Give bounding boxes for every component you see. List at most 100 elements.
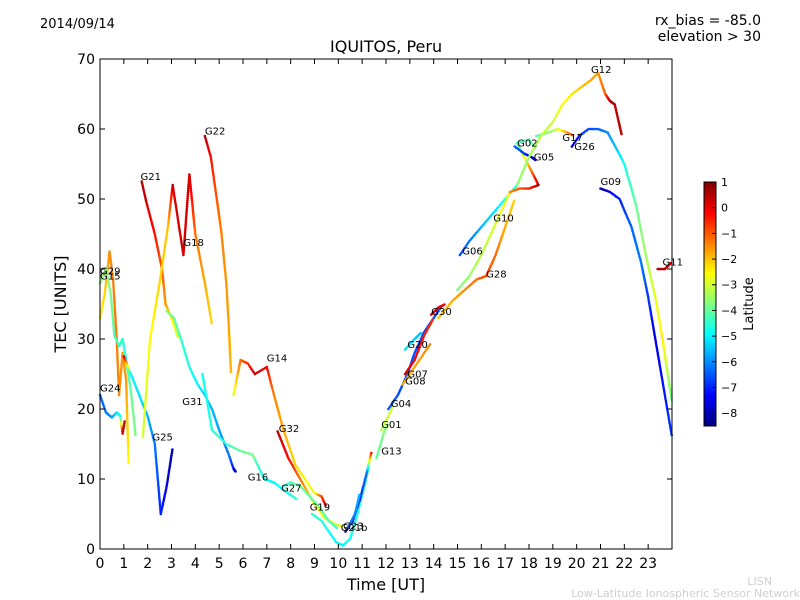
- tec-point: [239, 449, 242, 453]
- tec-point: [148, 213, 151, 216]
- tec-point: [186, 189, 190, 192]
- tec-point: [141, 403, 145, 406]
- tec-point: [112, 294, 116, 297]
- tec-point: [144, 391, 148, 395]
- tec-point: [659, 325, 662, 329]
- tec-point: [666, 411, 670, 415]
- tec-point: [225, 285, 228, 289]
- satellite-label: G02: [517, 139, 537, 150]
- tec-point: [162, 255, 165, 259]
- tec-point: [228, 455, 231, 458]
- tec-point: [180, 239, 183, 243]
- tec-point: [204, 390, 207, 394]
- tec-point: [186, 193, 190, 196]
- tec-point: [158, 504, 162, 508]
- series-g24: [98, 393, 126, 435]
- tec-point: [153, 311, 156, 315]
- series-layer: [98, 71, 673, 547]
- tec-point: [108, 252, 112, 255]
- tec-point: [175, 207, 178, 211]
- tec-point: [160, 267, 163, 271]
- tec-point: [656, 311, 660, 315]
- tec-point: [210, 165, 214, 169]
- tec-point: [512, 199, 516, 203]
- tec-point: [224, 279, 228, 283]
- tec-point: [111, 314, 114, 317]
- tec-point: [228, 341, 231, 344]
- tec-point: [616, 117, 620, 120]
- tec-point: [212, 179, 216, 183]
- tec-point: [133, 425, 136, 429]
- tec-point: [655, 343, 658, 347]
- tec-point: [162, 289, 166, 292]
- tec-point: [271, 387, 274, 391]
- tec-point: [128, 384, 132, 387]
- tec-point: [167, 221, 170, 225]
- tec-point: [123, 371, 127, 375]
- colorbar-tick-label: −1: [721, 227, 737, 240]
- tec-point: [114, 313, 117, 317]
- tec-point: [116, 351, 119, 355]
- y-tick-label: 20: [77, 402, 95, 418]
- tec-point: [654, 337, 657, 341]
- tec-point: [174, 205, 178, 209]
- tec-point: [155, 460, 158, 464]
- tec-point: [119, 371, 123, 375]
- satellite-label: G11: [663, 258, 683, 269]
- tec-point: [663, 353, 667, 357]
- tec-point: [142, 427, 145, 431]
- tec-point: [600, 81, 603, 84]
- tec-point: [638, 222, 641, 225]
- series-g18: [141, 173, 213, 439]
- tec-point: [165, 235, 168, 239]
- tec-point: [169, 197, 173, 201]
- tec-point: [171, 448, 174, 451]
- tec-point: [205, 398, 209, 402]
- tec-point: [227, 327, 231, 331]
- tec-point: [154, 448, 157, 452]
- satellite-label: G23: [343, 521, 363, 532]
- tec-point: [658, 321, 661, 325]
- tec-point: [108, 250, 111, 253]
- tec-point: [214, 193, 218, 197]
- tec-point: [201, 374, 205, 378]
- tec-point: [110, 300, 113, 303]
- tec-point: [209, 418, 212, 422]
- tec-point: [230, 463, 234, 466]
- tec-point: [141, 435, 145, 439]
- tec-point: [111, 276, 115, 279]
- tec-point: [107, 260, 110, 263]
- tec-point: [649, 311, 653, 315]
- satellite-label: G21: [141, 172, 161, 183]
- x-tick-label: 21: [592, 556, 610, 572]
- tec-point: [157, 488, 160, 492]
- tec-point: [220, 234, 223, 238]
- tec-point: [225, 287, 228, 291]
- x-tick-label: 15: [449, 556, 467, 572]
- tec-point: [113, 311, 117, 315]
- tec-point: [212, 175, 215, 179]
- tec-point: [647, 301, 651, 305]
- tec-point: [665, 367, 669, 370]
- tec-point: [152, 226, 155, 230]
- tec-point: [124, 373, 127, 377]
- tec-point: [658, 323, 662, 327]
- tec-point: [227, 331, 231, 335]
- tec-point: [115, 347, 119, 351]
- tec-point: [154, 452, 157, 456]
- tec-point: [109, 260, 113, 263]
- tec-point: [324, 504, 327, 507]
- tec-point: [281, 424, 284, 428]
- tec-point: [117, 377, 120, 381]
- x-tick-label: 3: [167, 556, 176, 572]
- tec-point: [659, 329, 663, 333]
- tec-point: [668, 423, 672, 427]
- tec-point: [206, 144, 209, 147]
- tec-point: [669, 261, 673, 265]
- tec-point: [112, 332, 116, 335]
- tec-point: [182, 253, 185, 257]
- tec-point: [172, 193, 176, 197]
- tec-point: [668, 419, 671, 423]
- tec-point: [123, 422, 126, 425]
- tec-point: [104, 282, 108, 285]
